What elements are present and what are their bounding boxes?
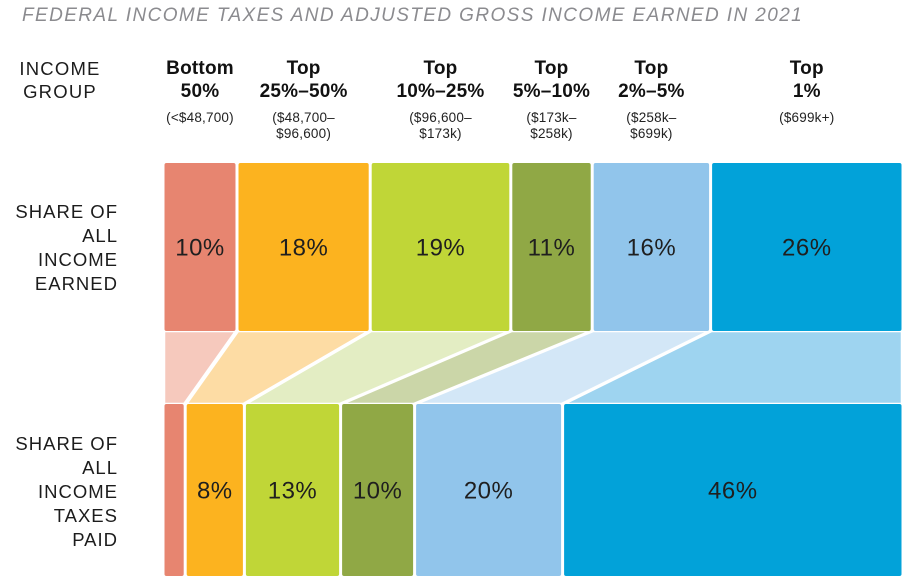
income-share-label: 11% <box>528 235 576 262</box>
column-header: Top 10%–25% ($96,600–$173k) <box>366 57 516 142</box>
income-group-label: Top 5%–10% <box>512 58 591 102</box>
income-range-label: (<$48,700) <box>166 110 234 125</box>
tax-bar-segment <box>342 404 414 576</box>
tax-bar-segment <box>416 404 562 576</box>
income-bar-segment <box>593 163 710 331</box>
column-header: Bottom 50% (<$48,700) <box>125 57 275 126</box>
income-group-label: Bottom 50% <box>166 58 234 102</box>
income-share-label: 26% <box>782 235 832 262</box>
income-bar-segment <box>371 163 510 331</box>
column-header: Top 5%–10% ($173k–$258k) <box>477 57 627 142</box>
income-group-label: Top 1% <box>789 58 824 102</box>
income-range-label: ($699k+) <box>779 110 835 125</box>
income-group-label: Top 2%–5% <box>618 58 685 102</box>
income-group-label: Top 10%–25% <box>396 58 485 102</box>
tax-share-label: 20% <box>464 478 514 505</box>
tax-bar-segment <box>564 404 902 576</box>
income-range-label: ($48,700–$96,600) <box>272 110 335 141</box>
tax-share-label: 46% <box>708 478 758 505</box>
income-group-label: Top 25%–50% <box>259 58 348 102</box>
column-header: Top 1% ($699k+) <box>732 57 882 126</box>
tax-share-label: 10% <box>353 478 403 505</box>
tax-share-label: 8% <box>197 478 233 505</box>
chart-title: FEDERAL INCOME TAXES AND ADJUSTED GROSS … <box>22 5 804 26</box>
income-bar-segment <box>238 163 369 331</box>
income-range-label: ($258k–$699k) <box>626 110 677 141</box>
row-label-taxes-paid: SHARE OF ALL INCOME TAXES PAID <box>15 433 118 550</box>
tax-bar-segment <box>245 404 340 576</box>
income-share-label: 10% <box>175 235 225 262</box>
row-label-income-earned: SHARE OF ALL INCOME EARNED <box>15 201 118 294</box>
tax-share-label: 13% <box>268 478 318 505</box>
column-header: Top 25%–50% ($48,700–$96,600) <box>229 57 379 142</box>
tax-bar-segment <box>164 404 184 576</box>
income-range-label: ($96,600–$173k) <box>409 110 472 141</box>
column-header: Top 2%–5% ($258k–$699k) <box>576 57 726 142</box>
income-share-label: 16% <box>627 235 677 262</box>
income-share-label: 18% <box>279 235 329 262</box>
tax-bar-segment <box>186 404 243 576</box>
income-bar-segment <box>512 163 591 331</box>
income-bar-segment <box>164 163 236 331</box>
income-group-axis-label: INCOME GROUP <box>19 58 101 102</box>
income-share-label: 19% <box>416 235 466 262</box>
income-range-label: ($173k–$258k) <box>526 110 577 141</box>
income-bar-segment <box>712 163 902 331</box>
